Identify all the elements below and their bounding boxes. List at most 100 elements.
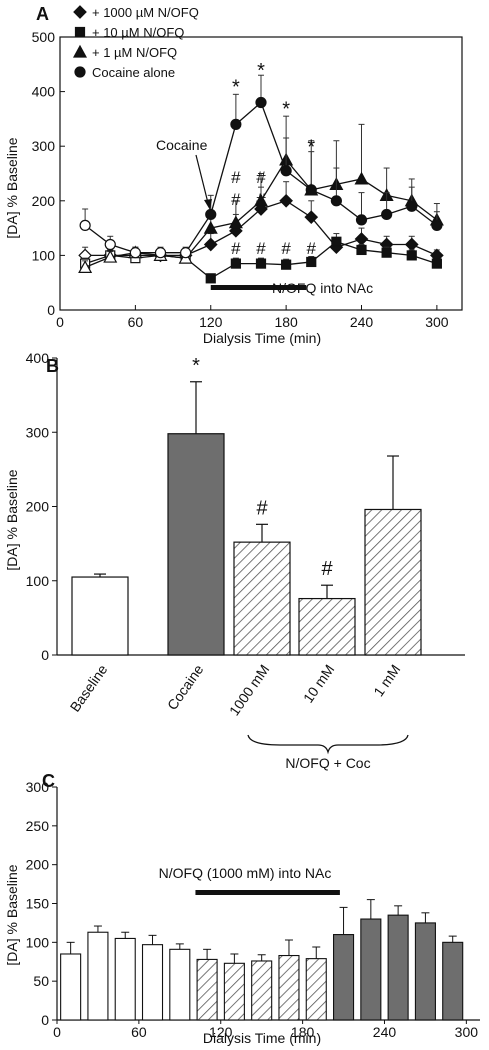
legend-marker-diamond xyxy=(73,5,87,19)
data-point xyxy=(354,171,369,185)
panel-b-ytick-label: 300 xyxy=(26,424,50,440)
significance-hash: # xyxy=(231,239,241,258)
panel-a-cocaine-label: Cocaine xyxy=(156,137,208,153)
bar xyxy=(60,953,82,1021)
legend-marker-circle xyxy=(74,66,86,78)
data-point xyxy=(78,260,93,274)
data-point xyxy=(404,237,419,252)
significance-marker: * xyxy=(192,355,200,377)
panel-a-ytick-label: 200 xyxy=(32,193,56,209)
data-point xyxy=(154,247,167,259)
bar xyxy=(360,918,382,1021)
panel-a-ytick-label: 0 xyxy=(47,302,55,318)
data-point xyxy=(431,258,442,269)
data-point xyxy=(355,214,368,226)
panel-c-xtick-label: 120 xyxy=(209,1024,233,1040)
data-point xyxy=(180,247,192,259)
panel-a-xtick-label: 300 xyxy=(425,314,449,330)
legend-marker-triangle xyxy=(72,44,88,58)
panel-c-ytick-label: 50 xyxy=(33,973,49,989)
category-label: 10 mM xyxy=(300,662,338,706)
data-point xyxy=(203,237,218,252)
panel-b: B 0 100 200 300 400 Baseline * Cocaine #1000 mM #… xyxy=(4,350,465,771)
data-point xyxy=(354,232,369,246)
panel-b-ytick-label: 100 xyxy=(26,573,50,589)
data-point xyxy=(228,215,243,229)
panel-c-xtick-label: 0 xyxy=(53,1024,61,1040)
significance-hash: # xyxy=(256,168,266,187)
significance-marker: # xyxy=(256,497,268,519)
data-point xyxy=(255,96,267,109)
panel-a-xtick-label: 180 xyxy=(274,314,298,330)
significance-star: * xyxy=(257,60,265,82)
bar xyxy=(414,922,436,1021)
data-point xyxy=(205,208,217,221)
data-point xyxy=(255,258,267,269)
category-label: Cocaine xyxy=(164,661,207,712)
panel-a-plot-area: 0 100 200 300 400 500 0 60 120 180 240 300 + 1000 µM… xyxy=(32,5,463,330)
significance-hash: # xyxy=(231,190,241,209)
panel-c-plot-area: 0 50 100 150 200 250 300 0 60 120 180 240 300 xyxy=(26,779,480,1040)
legend-label: + 1000 µM N/OFQ xyxy=(92,5,199,20)
data-point xyxy=(306,256,317,268)
bar xyxy=(442,941,464,1021)
bar xyxy=(364,508,422,656)
panel-c-ylabel: [DA] % Baseline xyxy=(4,864,20,965)
data-point xyxy=(305,184,317,196)
data-point xyxy=(331,236,342,247)
significance-star: * xyxy=(282,98,290,120)
panel-a-ytick-label: 500 xyxy=(32,29,56,45)
cocaine-arrow xyxy=(195,154,209,204)
data-point xyxy=(205,273,216,284)
panel-c-xtick-label: 180 xyxy=(291,1024,315,1040)
data-point xyxy=(304,210,319,225)
data-point xyxy=(381,247,392,258)
data-point xyxy=(79,219,91,231)
panel-c-nofq-bar-label: N/OFQ (1000 mM) into NAc xyxy=(159,865,332,881)
bar xyxy=(141,944,164,1021)
panel-a-xtick-label: 120 xyxy=(199,314,223,330)
data-point xyxy=(230,258,241,269)
bar xyxy=(167,433,225,656)
bar xyxy=(114,937,136,1021)
panel-a-ylabel: [DA] % Baseline xyxy=(4,137,20,238)
panel-b-ytick-label: 400 xyxy=(26,350,50,366)
panel-a-infusion-bar xyxy=(210,285,307,290)
bar xyxy=(223,962,245,1021)
data-point xyxy=(381,208,393,221)
bar xyxy=(196,958,218,1021)
panel-c-xtick-label: 240 xyxy=(373,1024,397,1040)
bar xyxy=(387,914,409,1021)
data-point xyxy=(280,165,292,177)
bar xyxy=(278,954,300,1021)
group-brace xyxy=(247,734,409,755)
data-point xyxy=(406,250,417,261)
panel-a: A 0 100 200 300 400 500 0 60 120 180 240 300 + 1000 … xyxy=(4,4,463,346)
category-label: 1 mM xyxy=(370,662,403,700)
series-circle xyxy=(79,74,443,259)
data-point xyxy=(356,244,367,256)
panel-a-letter: A xyxy=(36,4,49,24)
significance-hash: # xyxy=(256,239,266,258)
panel-b-group-label: N/OFQ + Coc xyxy=(285,755,370,771)
data-point xyxy=(203,220,218,234)
panel-c-ytick-label: 0 xyxy=(41,1012,49,1028)
data-point xyxy=(230,118,242,130)
panel-a-legend: + 1000 µM N/OFQ + 10 µM N/OFQ + 1 µM N/OFQ… xyxy=(72,5,199,80)
data-point xyxy=(104,238,116,251)
panel-a-xtick-label: 60 xyxy=(128,314,144,330)
significance-hash: # xyxy=(256,190,266,209)
panel-a-xtick-label: 240 xyxy=(350,314,374,330)
legend-label: Cocaine alone xyxy=(92,65,175,80)
panel-c-xtick-label: 300 xyxy=(455,1024,479,1040)
panel-a-frame xyxy=(59,36,463,311)
panel-c-infusion-bar xyxy=(195,890,340,895)
panel-c-ytick-label: 250 xyxy=(26,818,50,834)
significance-hash: # xyxy=(307,239,317,258)
data-point xyxy=(406,200,418,212)
bar xyxy=(169,948,191,1021)
panel-c-ytick-label: 200 xyxy=(26,857,50,873)
panel-a-nofq-bar-label: N/OFQ into NAc xyxy=(272,280,373,296)
bar xyxy=(251,960,273,1021)
significance-hash: # xyxy=(231,168,241,187)
